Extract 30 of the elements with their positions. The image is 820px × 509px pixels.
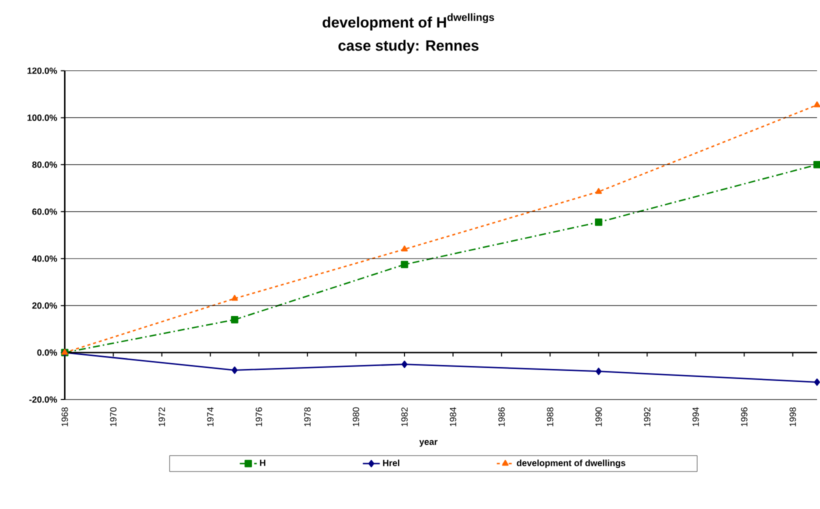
x-tick-label: 1968 bbox=[62, 407, 68, 426]
y-tick-label: 100.0% bbox=[28, 114, 58, 121]
x-tick-label: 1984 bbox=[450, 407, 456, 426]
x-tick-label: 1986 bbox=[498, 407, 505, 426]
x-tick-label: 1982 bbox=[401, 407, 408, 426]
y-tick-label: 0.0% bbox=[37, 349, 58, 356]
x-axis-title: year bbox=[419, 440, 438, 447]
x-tick-label: 1972 bbox=[158, 407, 165, 426]
x-tick-label: 1994 bbox=[692, 407, 699, 426]
y-tick-label: -20.0% bbox=[29, 396, 58, 403]
x-tick-label: 1992 bbox=[644, 407, 650, 426]
y-tick-label: 60.0% bbox=[32, 208, 58, 215]
x-tick-label: 1970 bbox=[110, 407, 116, 426]
x-tick-label: 1990 bbox=[595, 407, 602, 426]
y-tick-label: 20.0% bbox=[32, 302, 58, 309]
y-tick-label: 80.0% bbox=[32, 161, 58, 168]
y-tick-label: 40.0% bbox=[32, 255, 58, 262]
legend-label: Hrel bbox=[383, 460, 400, 466]
x-tick-label: 1978 bbox=[304, 407, 311, 426]
x-tick-label: 1996 bbox=[741, 407, 748, 426]
chart-title: $\text{development of H}^{\text{dwellings}}$ bbox=[322, 13, 494, 30]
x-tick-label: 1974 bbox=[207, 407, 214, 426]
legend-label: development of dwellings bbox=[516, 460, 626, 468]
x-tick-label: 1980 bbox=[352, 407, 360, 426]
chart-subtitle: case study: Rennes bbox=[338, 40, 478, 54]
y-tick-label: 120.0% bbox=[28, 68, 58, 74]
x-tick-label: 1988 bbox=[546, 407, 554, 426]
legend-label: H bbox=[260, 460, 266, 466]
x-tick-label: 1976 bbox=[256, 407, 262, 426]
x-tick-label: 1998 bbox=[790, 407, 796, 426]
